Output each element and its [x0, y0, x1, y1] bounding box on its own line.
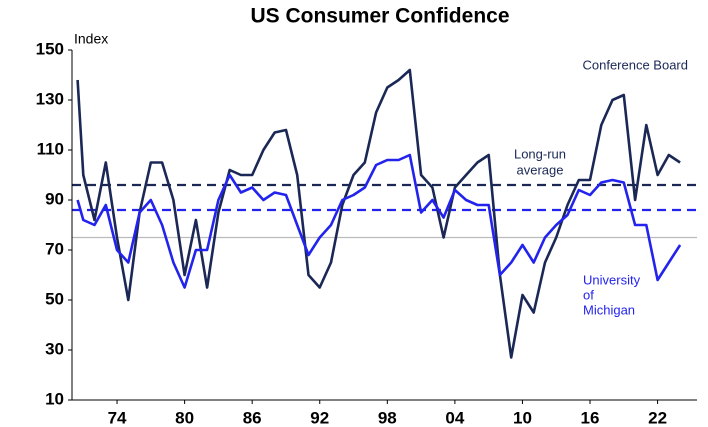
x-tick-label: 98 [378, 408, 397, 427]
y-tick-label: 90 [45, 189, 64, 208]
y-tick-label: 10 [45, 389, 64, 408]
x-tick-label: 74 [108, 408, 127, 427]
y-tick-label: 110 [37, 139, 64, 158]
annotation: Conference Board [582, 57, 688, 72]
annotation: Michigan [583, 302, 635, 317]
x-tick-label: 80 [175, 408, 194, 427]
x-tick-label: 86 [243, 408, 262, 427]
y-tick-label: 30 [45, 339, 64, 358]
y-axis-label: Index [74, 31, 108, 47]
series-line [76, 68, 681, 359]
annotation: Long-run [514, 146, 566, 161]
annotation: University [583, 272, 641, 287]
x-tick-label: 16 [581, 408, 600, 427]
y-tick-label: 70 [45, 239, 64, 258]
annotation: average [517, 162, 564, 177]
x-tick-label: 04 [445, 408, 464, 427]
chart-title: US Consumer Confidence [250, 5, 509, 28]
annotation: of [583, 287, 594, 302]
x-tick-label: 92 [310, 408, 329, 427]
x-tick-label: 22 [648, 408, 667, 427]
y-tick-label: 130 [36, 89, 64, 108]
y-tick-label: 50 [45, 289, 64, 308]
x-tick-label: 10 [513, 408, 532, 427]
y-tick-label: 150 [36, 39, 64, 58]
series-line [76, 153, 682, 289]
